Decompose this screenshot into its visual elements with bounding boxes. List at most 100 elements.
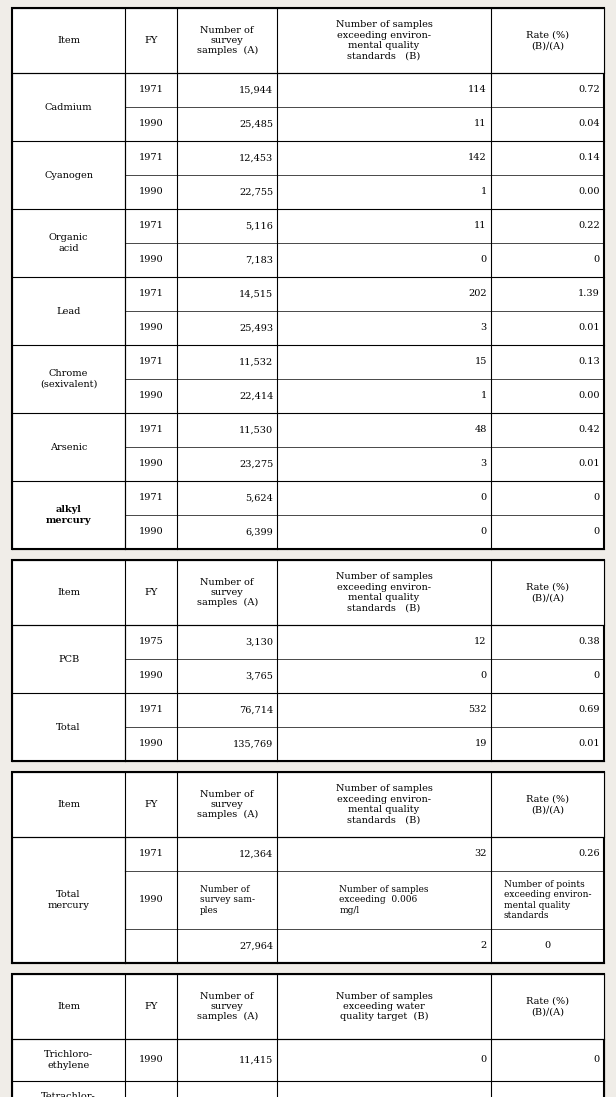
Text: Number of samples
exceeding water
quality target  (B): Number of samples exceeding water qualit… — [336, 992, 432, 1021]
Text: 1990: 1990 — [139, 392, 163, 400]
Text: FY: FY — [144, 800, 158, 808]
Text: Item: Item — [57, 588, 80, 597]
Text: Rate (%)
(B)∕(A): Rate (%) (B)∕(A) — [526, 583, 569, 602]
Text: Number of samples
exceeding  0.006
mg/l: Number of samples exceeding 0.006 mg/l — [339, 885, 429, 915]
Text: 11,530: 11,530 — [239, 426, 274, 434]
Text: 1971: 1971 — [139, 358, 163, 366]
Text: Number of
survey
samples  (A): Number of survey samples (A) — [197, 25, 257, 56]
Text: 2: 2 — [480, 941, 487, 950]
Text: 3,765: 3,765 — [245, 671, 274, 680]
Text: 7,183: 7,183 — [245, 256, 274, 264]
Text: 12,364: 12,364 — [239, 849, 274, 859]
Bar — [12, 974, 604, 1039]
Text: 11,415: 11,415 — [239, 1055, 274, 1064]
Text: 0: 0 — [545, 941, 551, 950]
Text: Cadmium: Cadmium — [45, 102, 92, 112]
Text: 1971: 1971 — [139, 426, 163, 434]
Text: 532: 532 — [468, 705, 487, 714]
Text: 0: 0 — [594, 671, 600, 680]
Text: 27,964: 27,964 — [239, 941, 274, 950]
Text: Trichloro-
ethylene: Trichloro- ethylene — [44, 1050, 93, 1070]
Text: Item: Item — [57, 1002, 80, 1011]
Text: 0.04: 0.04 — [578, 120, 600, 128]
Text: 32: 32 — [474, 849, 487, 859]
Text: 0: 0 — [594, 1055, 600, 1064]
Text: 202: 202 — [468, 290, 487, 298]
Text: 11: 11 — [474, 120, 487, 128]
Text: 0.69: 0.69 — [578, 705, 600, 714]
Text: 0: 0 — [480, 256, 487, 264]
Text: Rate (%)
(B)∕(A): Rate (%) (B)∕(A) — [526, 795, 569, 814]
Text: Number of samples
exceeding environ-
mental quality
standards   (B): Number of samples exceeding environ- men… — [336, 573, 432, 612]
Text: 11,532: 11,532 — [239, 358, 274, 366]
Text: 25,493: 25,493 — [239, 324, 274, 332]
Text: 0.42: 0.42 — [578, 426, 600, 434]
Text: 3,130: 3,130 — [245, 637, 274, 646]
Text: 0.13: 0.13 — [578, 358, 600, 366]
Text: Number of
survey
samples  (A): Number of survey samples (A) — [197, 790, 257, 819]
Bar — [12, 559, 604, 761]
Text: 114: 114 — [468, 86, 487, 94]
Text: 0.38: 0.38 — [578, 637, 600, 646]
Text: 15: 15 — [474, 358, 487, 366]
Text: 1990: 1990 — [139, 1055, 163, 1064]
Text: Organic
acid: Organic acid — [49, 234, 88, 252]
Text: 22,414: 22,414 — [239, 392, 274, 400]
Text: 5,624: 5,624 — [245, 494, 274, 502]
Bar — [12, 772, 604, 837]
Text: Number of
survey
samples  (A): Number of survey samples (A) — [197, 992, 257, 1021]
Text: 15,944: 15,944 — [239, 86, 274, 94]
Text: 0.00: 0.00 — [578, 188, 600, 196]
Text: 12: 12 — [474, 637, 487, 646]
Text: Number of
survey sam-
ples: Number of survey sam- ples — [200, 885, 254, 915]
Text: 6,399: 6,399 — [246, 528, 274, 536]
Text: 12,453: 12,453 — [239, 154, 274, 162]
Text: 0.72: 0.72 — [578, 86, 600, 94]
Bar — [12, 974, 604, 1097]
Bar — [12, 8, 604, 548]
Text: 1990: 1990 — [139, 671, 163, 680]
Text: 0: 0 — [594, 256, 600, 264]
Text: 14,515: 14,515 — [239, 290, 274, 298]
Text: 0.26: 0.26 — [578, 849, 600, 859]
Text: Number of points
exceeding environ-
mental quality
standards: Number of points exceeding environ- ment… — [504, 880, 591, 920]
Text: 1971: 1971 — [139, 222, 163, 230]
Text: PCB: PCB — [58, 655, 79, 664]
Text: Total: Total — [56, 723, 81, 732]
Text: 48: 48 — [474, 426, 487, 434]
Text: Lead: Lead — [57, 306, 81, 316]
Text: 3: 3 — [480, 324, 487, 332]
Text: FY: FY — [144, 1002, 158, 1011]
Text: FY: FY — [144, 588, 158, 597]
Text: 0: 0 — [594, 494, 600, 502]
Text: Arsenic: Arsenic — [50, 442, 87, 452]
Text: 0.22: 0.22 — [578, 222, 600, 230]
Text: 1990: 1990 — [139, 460, 163, 468]
Text: 1990: 1990 — [139, 528, 163, 536]
Text: 1990: 1990 — [139, 188, 163, 196]
Text: 1: 1 — [480, 188, 487, 196]
Text: 0.00: 0.00 — [578, 392, 600, 400]
Text: 5,116: 5,116 — [245, 222, 274, 230]
Text: 0: 0 — [594, 528, 600, 536]
Text: Rate (%)
(B)∕(A): Rate (%) (B)∕(A) — [526, 31, 569, 50]
Text: 0.14: 0.14 — [578, 154, 600, 162]
Text: alkyl
mercury: alkyl mercury — [46, 506, 91, 524]
Text: 1971: 1971 — [139, 849, 163, 859]
Bar — [12, 772, 604, 963]
Text: Chrome
(sexivalent): Chrome (sexivalent) — [40, 370, 97, 388]
Text: 23,275: 23,275 — [239, 460, 274, 468]
Text: Number of
survey
samples  (A): Number of survey samples (A) — [197, 577, 257, 608]
Text: 0: 0 — [480, 671, 487, 680]
Text: 22,755: 22,755 — [239, 188, 274, 196]
Text: Cyanogen: Cyanogen — [44, 170, 93, 180]
Text: Rate (%)
(B)∕(A): Rate (%) (B)∕(A) — [526, 997, 569, 1016]
Text: Item: Item — [57, 36, 80, 45]
Text: 1971: 1971 — [139, 705, 163, 714]
Text: 1971: 1971 — [139, 494, 163, 502]
Bar — [12, 8, 604, 73]
Text: 25,485: 25,485 — [239, 120, 274, 128]
Text: 11: 11 — [474, 222, 487, 230]
Text: 1971: 1971 — [139, 86, 163, 94]
Text: 1: 1 — [480, 392, 487, 400]
